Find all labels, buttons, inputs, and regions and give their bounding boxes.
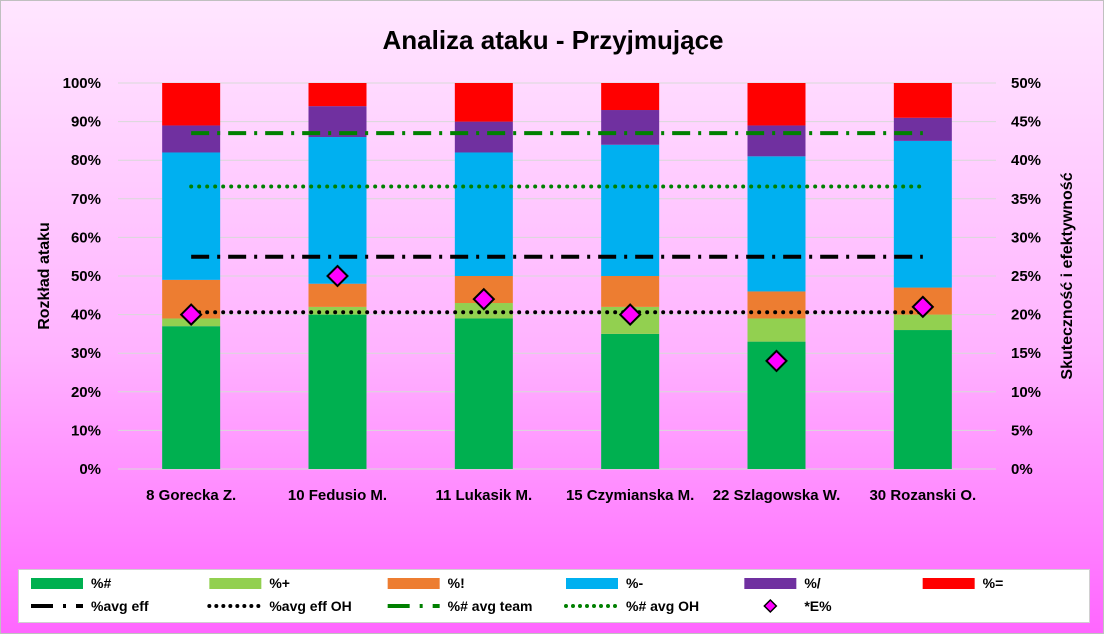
efficiency-marker	[472, 287, 496, 311]
legend-label: %=	[983, 575, 1004, 591]
y-tick-label: 40%	[71, 307, 101, 324]
legend-swatch	[31, 578, 83, 589]
x-tick-label: 15 Czymianska M.	[566, 487, 694, 504]
legend-swatch	[387, 578, 440, 589]
bar-segment	[601, 83, 660, 111]
y2-tick-label: 15%	[1011, 345, 1041, 362]
y2-tick-label: 5%	[1011, 422, 1033, 439]
y-tick-label: 10%	[71, 422, 101, 439]
bar-segment	[747, 83, 806, 126]
bar-segment	[893, 140, 952, 288]
bar-segment	[893, 83, 952, 118]
legend-label: *E%	[804, 598, 832, 614]
y2-tick-label: 0%	[1011, 461, 1033, 478]
legend-label: %/	[804, 575, 820, 591]
legend-label: %avg eff OH	[269, 598, 351, 614]
y2-tick-label: 50%	[1011, 75, 1041, 92]
x-tick-label: 30 Rozanski O.	[869, 487, 976, 504]
bar-segment	[308, 314, 367, 469]
bar-segment	[893, 314, 952, 331]
legend-marker-swatch	[763, 598, 778, 614]
bar-segment	[747, 291, 806, 319]
bar-segment	[454, 318, 513, 469]
bar-segment	[308, 137, 367, 284]
bar-segment	[747, 125, 806, 157]
gridlines	[118, 82, 996, 470]
average-lines	[189, 131, 925, 315]
x-tick-label: 10 Fedusio M.	[288, 487, 387, 504]
y-tick-label: 90%	[71, 114, 101, 131]
chart-title: Analiza ataku - Przyjmujące	[382, 25, 723, 55]
efficiency-marker	[765, 349, 788, 373]
bar-segment	[601, 144, 660, 276]
y-tick-label: 100%	[63, 75, 101, 92]
y2-tick-label: 35%	[1011, 191, 1041, 208]
efficiency-markers	[179, 264, 935, 373]
y2-tick-label: 30%	[1011, 229, 1041, 246]
legend-label: %-	[626, 575, 643, 591]
legend-swatch	[922, 578, 975, 589]
legend-label: %avg eff	[91, 598, 149, 614]
legend-label: %# avg team	[448, 598, 533, 614]
legend-label: %#	[91, 575, 111, 591]
bar-segment	[162, 83, 221, 126]
bar-segment	[747, 318, 806, 342]
legend-swatch	[566, 578, 618, 589]
legend-swatch	[744, 578, 797, 589]
bar-segment	[162, 326, 221, 469]
bar-segment	[454, 303, 513, 319]
bar-segment	[893, 117, 952, 141]
y-tick-label: 60%	[71, 229, 101, 246]
y2-tick-label: 25%	[1011, 268, 1041, 285]
y2-tick-label: 45%	[1011, 114, 1041, 131]
efficiency-marker	[911, 295, 935, 319]
x-tick-label: 11 Lukasik M.	[435, 487, 532, 504]
y2-tick-label: 40%	[1011, 152, 1041, 169]
bar-segment	[893, 330, 952, 469]
legend-items: %# %+%! %- %/ %= %avg eff %avg eff OH %# avg te…	[31, 575, 1004, 614]
y-tick-label: 0%	[79, 461, 101, 478]
y-tick-label: 30%	[71, 345, 101, 362]
bar-segment	[747, 156, 806, 292]
y-tick-label: 70%	[71, 191, 101, 208]
bar-segment	[601, 333, 660, 469]
bar-segment	[308, 83, 367, 107]
axis-ticks: 0% 0% 10% 5% 20% 10% 30% 15% 40% 20% 50% 25% 60% 30% 7…	[63, 75, 1041, 504]
bar-segment	[162, 152, 221, 280]
bar-segment	[162, 125, 221, 153]
y2-axis-label: Skuteczność i efektywność	[1059, 172, 1076, 379]
bar-segment	[308, 283, 367, 307]
bar-segment	[454, 83, 513, 122]
efficiency-marker	[618, 303, 642, 327]
y2-tick-label: 10%	[1011, 384, 1041, 401]
efficiency-marker	[326, 264, 349, 288]
x-tick-label: 8 Gorecka Z.	[146, 487, 236, 504]
bar-segment	[601, 276, 660, 307]
y-tick-label: 80%	[71, 152, 101, 169]
efficiency-marker	[179, 303, 203, 327]
bar-segment	[308, 306, 367, 315]
legend-swatch	[209, 578, 262, 589]
legend-label: %# avg OH	[626, 598, 699, 614]
y-axis-label: Rozkład ataku	[36, 222, 53, 330]
bar-segment	[601, 110, 660, 145]
y2-tick-label: 20%	[1011, 307, 1041, 324]
legend: %# %+%! %- %/ %= %avg eff %avg eff OH %# avg te…	[18, 569, 1090, 623]
legend-label: %+	[269, 575, 290, 591]
bar-segment	[454, 121, 513, 153]
x-tick-label: 22 Szlagowska W.	[713, 487, 841, 504]
legend-label: %!	[448, 575, 465, 591]
stacked-bars	[162, 83, 952, 469]
y-tick-label: 50%	[71, 268, 101, 285]
y-tick-label: 20%	[71, 384, 101, 401]
